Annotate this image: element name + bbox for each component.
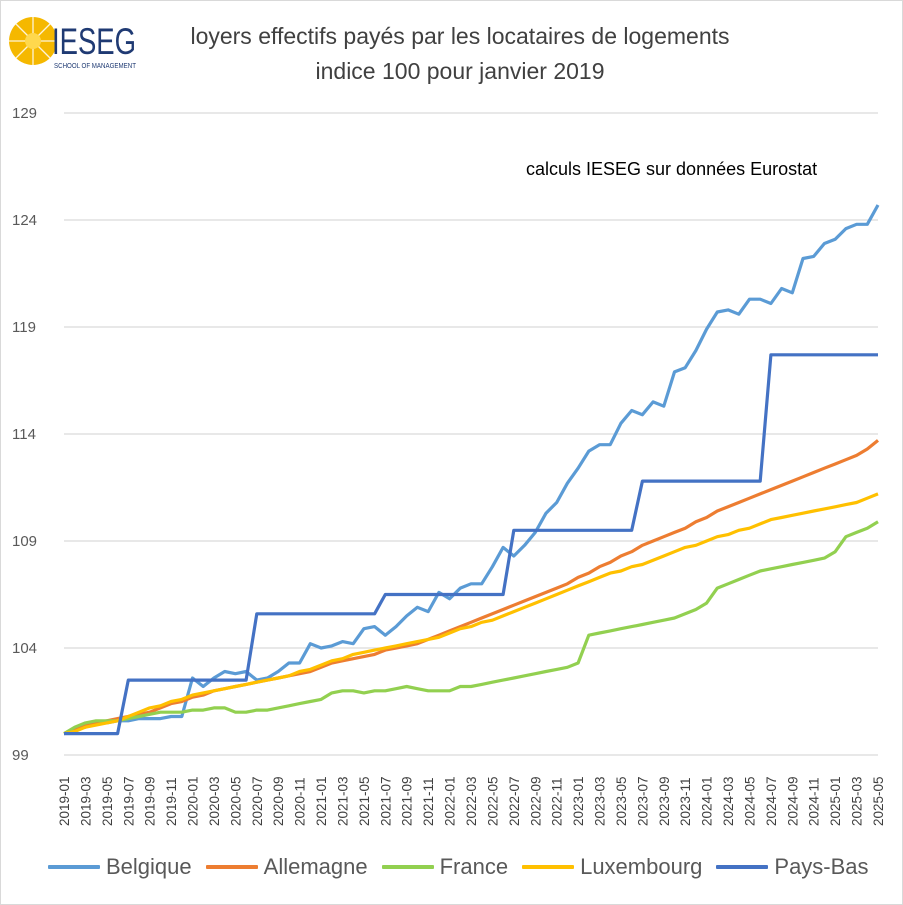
x-tick-label: 2022-01 (443, 776, 458, 826)
x-tick-label: 2023-03 (593, 776, 608, 826)
legend-item-allemagne: Allemagne (205, 854, 368, 880)
x-axis-ticks: 2019-01 2019-03 2019-05 2019-07 2019-09 2019-… (57, 776, 886, 826)
x-tick-label: 2025-03 (850, 776, 865, 826)
x-tick-label: 2022-09 (528, 776, 543, 826)
legend-label: Belgique (106, 854, 192, 879)
legend-swatch (716, 865, 769, 869)
y-tick-label: 119 (12, 319, 36, 336)
source-annotation: calculs IESEG sur données Eurostat (526, 159, 818, 179)
x-tick-label: 2023-07 (635, 776, 650, 826)
series-line-allemagne (63, 439, 880, 736)
x-tick-label: 2020-09 (271, 776, 286, 826)
legend-item-luxembourg: Luxembourg (522, 854, 702, 880)
x-tick-label: 2021-07 (378, 776, 393, 826)
y-tick-label: 99 (12, 747, 29, 764)
legend-label: Luxembourg (580, 854, 703, 879)
x-tick-label: 2020-11 (293, 777, 308, 826)
x-tick-label: 2020-07 (250, 776, 265, 826)
legend-label: Allemagne (263, 854, 368, 879)
chart-title: loyers effectifs payés par les locataire… (190, 23, 730, 49)
x-tick-label: 2021-05 (357, 776, 372, 826)
x-tick-label: 2019-11 (164, 777, 179, 826)
logo-subtitle: SCHOOL OF MANAGEMENT (54, 63, 137, 70)
x-tick-label: 2022-05 (485, 776, 500, 826)
x-tick-label: 2024-11 (807, 777, 822, 826)
legend-swatch (522, 865, 575, 869)
gridlines (64, 112, 878, 756)
series-lines (63, 204, 880, 736)
x-tick-label: 2019-03 (78, 776, 93, 826)
x-tick-label: 2022-07 (507, 776, 522, 826)
x-tick-label: 2025-05 (871, 776, 886, 826)
x-tick-label: 2021-03 (335, 776, 350, 826)
x-tick-label: 2023-01 (571, 776, 586, 826)
x-tick-label: 2020-05 (228, 776, 243, 826)
y-axis-ticks: 99 104 109 114 119 124 129 (12, 105, 37, 764)
ieseg-logo: IESEG SCHOOL OF MANAGEMENT (8, 10, 143, 72)
logo-name: IESEG (52, 21, 136, 62)
x-tick-label: 2022-11 (550, 777, 565, 826)
legend-swatch (381, 865, 434, 869)
x-tick-label: 2019-01 (57, 776, 72, 826)
x-tick-label: 2022-03 (464, 776, 479, 826)
x-tick-label: 2023-05 (614, 776, 629, 826)
x-tick-label: 2021-09 (400, 776, 415, 826)
x-tick-label: 2024-03 (721, 776, 736, 826)
x-tick-label: 2021-11 (421, 777, 436, 826)
x-tick-label: 2021-01 (314, 776, 329, 826)
y-tick-label: 114 (12, 426, 36, 443)
series-line-belgique (63, 204, 880, 736)
x-tick-label: 2023-09 (657, 776, 672, 826)
x-tick-label: 2019-07 (121, 776, 136, 826)
legend-swatch (48, 865, 100, 869)
x-tick-label: 2023-11 (678, 777, 693, 826)
legend-swatch (205, 865, 258, 869)
chart-subtitle: indice 100 pour janvier 2019 (315, 58, 605, 84)
x-tick-label: 2020-01 (186, 776, 201, 826)
legend-label: Pays-Bas (774, 854, 869, 879)
y-tick-label: 129 (12, 105, 37, 122)
x-tick-label: 2024-01 (700, 776, 715, 826)
y-tick-label: 124 (12, 212, 37, 229)
sun-logo-icon: IESEG SCHOOL OF MANAGEMENT (9, 17, 137, 70)
y-tick-label: 104 (12, 640, 37, 657)
x-tick-label: 2019-09 (143, 776, 158, 826)
series-line-france (63, 520, 879, 735)
legend-item-france: France (381, 854, 509, 880)
x-tick-label: 2024-07 (764, 776, 779, 826)
legend-label: France (439, 854, 509, 879)
x-tick-label: 2024-05 (742, 776, 757, 826)
x-tick-label: 2020-03 (207, 776, 222, 826)
x-tick-label: 2019-05 (100, 776, 115, 826)
x-tick-label: 2025-01 (828, 776, 843, 826)
legend-item-belgique: Belgique (48, 854, 192, 880)
legend: Belgique Allemagne France Luxembourg Pays-Ba… (48, 852, 883, 882)
y-tick-label: 109 (12, 533, 37, 550)
x-tick-label: 2024-09 (785, 776, 800, 826)
series-line-luxembourg (63, 492, 879, 736)
legend-item-pays-bas: Pays-Bas (716, 854, 869, 880)
series-line-pays-bas (64, 353, 878, 736)
